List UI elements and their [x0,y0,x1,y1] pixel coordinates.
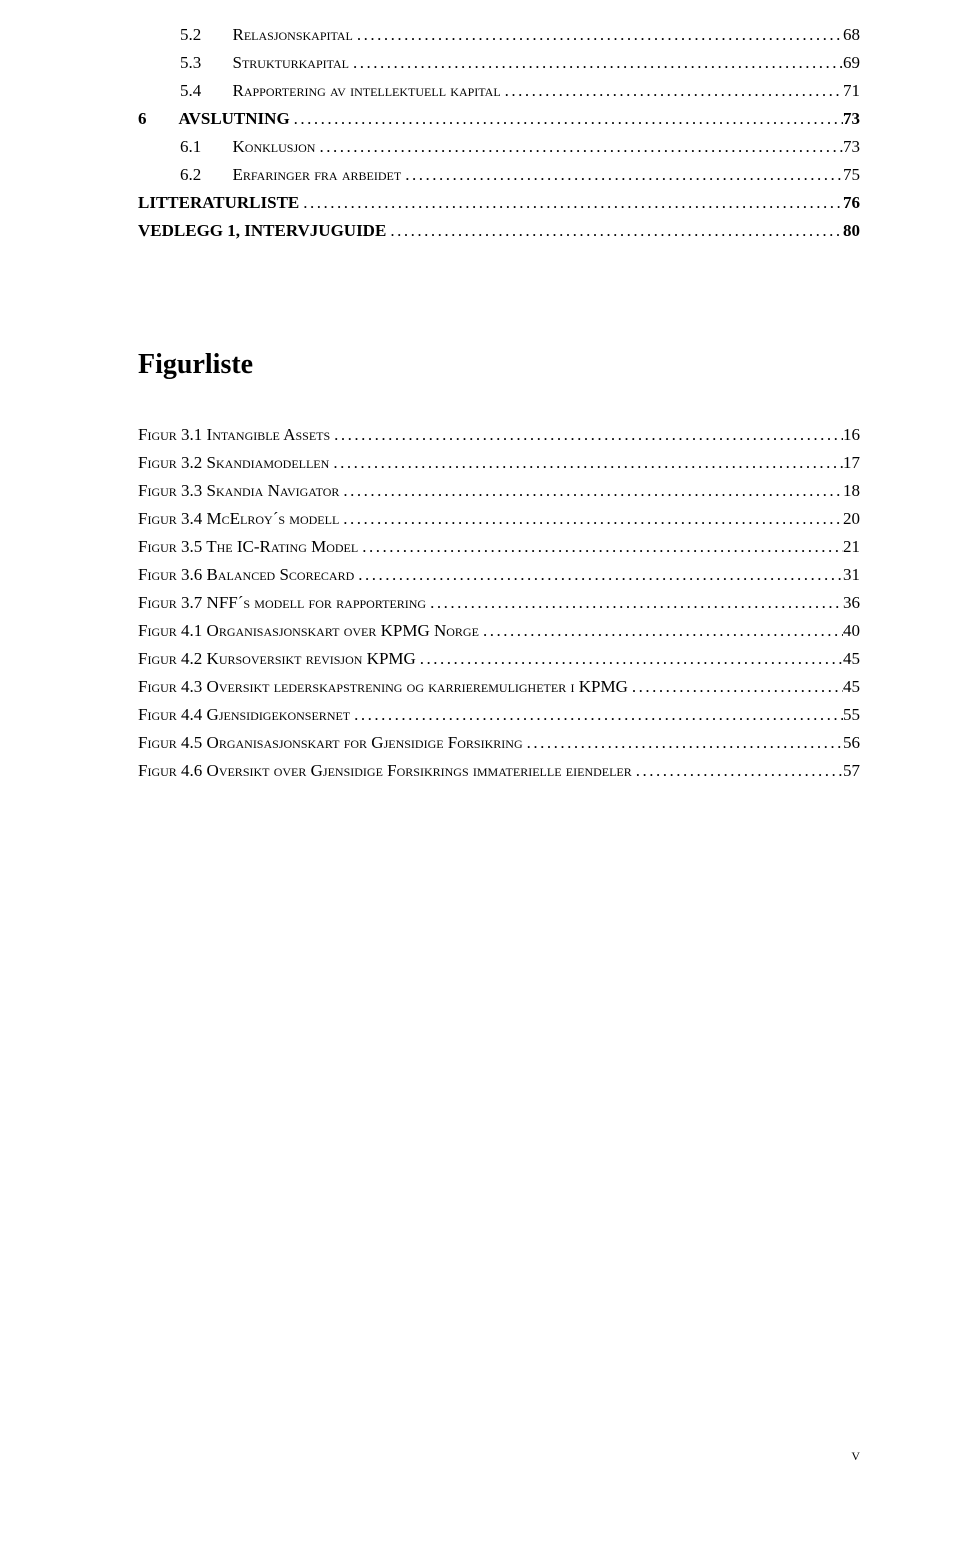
figure-label: Figur 4.3 Oversikt lederskapstrening og … [138,677,628,697]
figure-leader [426,593,843,613]
toc-page: 80 [843,221,860,241]
toc-page: 68 [843,25,860,45]
figure-page: 20 [843,509,860,529]
toc-number: 5.3 [180,53,224,73]
page-number: v [851,1445,860,1465]
figure-page: 16 [843,425,860,445]
figure-page: 21 [843,537,860,557]
toc-title: VEDLEGG 1, INTERVJUGUIDE [138,221,386,241]
toc-title: Strukturkapital [233,53,350,73]
toc-page: 73 [843,109,860,129]
toc-number: 5.4 [180,81,224,101]
toc-leader [501,81,843,101]
toc-leader [290,109,843,129]
figure-line: Figur 3.6 Balanced Scorecard 31 [138,565,860,585]
figure-label: Figur 3.5 The IC-Rating Model [138,537,358,557]
figure-label: Figur 4.4 Gjensidigekonsernet [138,705,350,725]
figure-leader [416,649,843,669]
figure-line: Figur 3.3 Skandia Navigator 18 [138,481,860,501]
figure-page: 45 [843,677,860,697]
toc-page: 71 [843,81,860,101]
figure-line: Figur 4.4 Gjensidigekonsernet 55 [138,705,860,725]
figure-line: Figur 4.5 Organisasjonskart for Gjensidi… [138,733,860,753]
toc-leader [349,53,843,73]
figure-label: Figur 4.5 Organisasjonskart for Gjensidi… [138,733,523,753]
toc-number: 6.1 [180,137,224,157]
figure-leader [628,677,843,697]
toc-page: 76 [843,193,860,213]
toc-page: 69 [843,53,860,73]
toc-leader [386,221,843,241]
figure-line: Figur 4.6 Oversikt over Gjensidige Forsi… [138,761,860,781]
figure-leader [479,621,843,641]
figure-leader [523,733,843,753]
figure-label: Figur 3.7 NFF´s modell for rapportering [138,593,426,613]
figure-page: 17 [843,453,860,473]
figure-label: Figur 3.4 McElroy´s modell [138,509,339,529]
figure-page: 31 [843,565,860,585]
figure-line: Figur 4.1 Organisasjonskart over KPMG No… [138,621,860,641]
figure-label: Figur 3.6 Balanced Scorecard [138,565,354,585]
toc-line: 6.2 Erfaringer fra arbeidet 75 [138,165,860,185]
toc-leader [401,165,843,185]
toc-leader [299,193,843,213]
toc-title: LITTERATURLISTE [138,193,299,213]
toc-page: 75 [843,165,860,185]
toc-line: 6 AVSLUTNING 73 [138,109,860,129]
toc-line: VEDLEGG 1, INTERVJUGUIDE 80 [138,221,860,241]
toc-title: Konklusjon [233,137,316,157]
toc-number: 6.2 [180,165,224,185]
toc-number: 5.2 [180,25,224,45]
figure-page: 40 [843,621,860,641]
figure-page: 18 [843,481,860,501]
figure-page: 55 [843,705,860,725]
page: 5.2 Relasjonskapital 68 5.3 Strukturkapita… [0,0,960,1543]
toc-leader [353,25,843,45]
figure-label: Figur 3.1 Intangible Assets [138,425,330,445]
figure-leader [358,537,843,557]
figure-line: Figur 4.3 Oversikt lederskapstrening og … [138,677,860,697]
toc-line: LITTERATURLISTE 76 [138,193,860,213]
figure-label: Figur 4.6 Oversikt over Gjensidige Forsi… [138,761,632,781]
figure-label: Figur 3.2 Skandiamodellen [138,453,329,473]
figure-line: Figur 3.7 NFF´s modell for rapportering 3… [138,593,860,613]
toc-line: 5.4 Rapportering av intellektuell kapita… [138,81,860,101]
toc-page: 73 [843,137,860,157]
figure-label: Figur 4.1 Organisasjonskart over KPMG No… [138,621,479,641]
figure-page: 36 [843,593,860,613]
figure-leader [329,453,843,473]
figure-leader [632,761,843,781]
figure-line: Figur 3.2 Skandiamodellen 17 [138,453,860,473]
figure-leader [339,481,843,501]
toc-section: 5.2 Relasjonskapital 68 5.3 Strukturkapita… [138,25,860,241]
figure-line: Figur 3.5 The IC-Rating Model 21 [138,537,860,557]
figure-label: Figur 3.3 Skandia Navigator [138,481,339,501]
toc-title: Rapportering av intellektuell kapital [233,81,501,101]
toc-number: 6 [138,109,170,129]
figure-line: Figur 3.4 McElroy´s modell 20 [138,509,860,529]
figure-leader [354,565,843,585]
figure-line: Figur 3.1 Intangible Assets 16 [138,425,860,445]
figurliste-heading: Figurliste [138,349,860,381]
figure-page: 57 [843,761,860,781]
figure-list-section: Figur 3.1 Intangible Assets 16 Figur 3.2 S… [138,425,860,781]
toc-line: 5.3 Strukturkapital 69 [138,53,860,73]
toc-line: 6.1 Konklusjon 73 [138,137,860,157]
toc-line: 5.2 Relasjonskapital 68 [138,25,860,45]
figure-line: Figur 4.2 Kursoversikt revisjon KPMG 45 [138,649,860,669]
figure-page: 45 [843,649,860,669]
figure-leader [330,425,843,445]
figure-leader [350,705,843,725]
toc-title: Relasjonskapital [233,25,353,45]
toc-title: AVSLUTNING [179,109,290,129]
toc-leader [315,137,843,157]
figure-leader [339,509,843,529]
figure-page: 56 [843,733,860,753]
toc-title: Erfaringer fra arbeidet [233,165,402,185]
figure-label: Figur 4.2 Kursoversikt revisjon KPMG [138,649,416,669]
